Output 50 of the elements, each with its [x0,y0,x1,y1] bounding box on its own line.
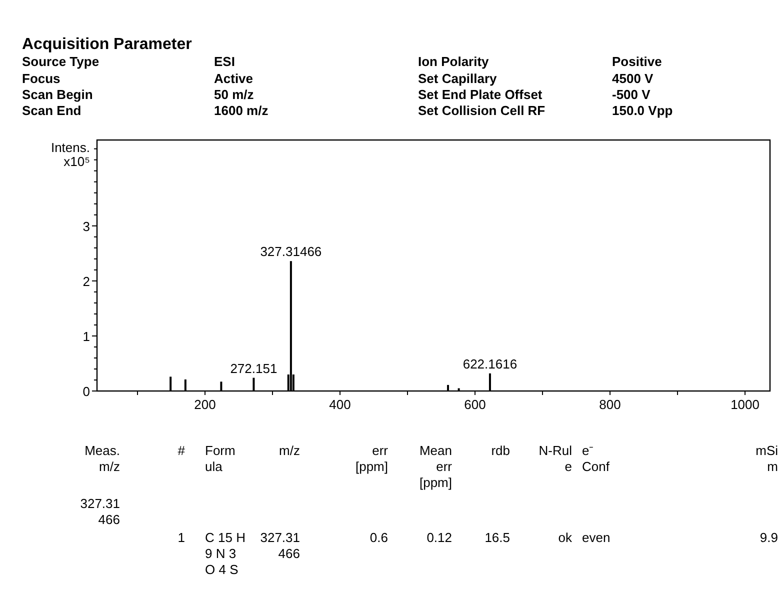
text: m/z [279,443,300,458]
y-tick-label: 0 [82,384,90,399]
text: even [582,530,610,545]
text: Meas. m/z [84,443,120,474]
text: Scan Begin [22,87,93,102]
text: C 15 H 9 N 3 O 4 S [205,530,246,577]
text: mSi m [756,443,778,474]
text: Mean err [ppm] [419,443,453,490]
text: Set End Plate Offset [418,87,543,102]
x-tick-label: 800 [599,397,621,412]
y-tick-label: 1 [82,328,90,344]
text: 0.12 [426,530,452,545]
text: Set Collision Cell RF [418,103,546,118]
x-tick-label: 400 [329,397,351,412]
text: 0.6 [370,530,388,545]
text: 1600 m/z [214,103,269,118]
annotation: 327.31466 [260,244,322,260]
text: 9.9 [760,530,778,545]
text: Positive [612,54,662,69]
text: 1 [178,530,185,545]
text: rdb [491,443,510,458]
x-tick-label: 600 [464,397,486,412]
text: e⁻ Conf [582,443,610,474]
text: Focus [22,71,60,86]
text: 327.31 466 [260,530,300,561]
text: ok [558,530,572,545]
text: # [178,443,186,458]
text: -500 V [612,87,651,102]
y-axis-title: Intens. x10⁵ [50,140,90,169]
text: 16.5 [484,530,510,545]
text: ESI [214,54,235,69]
text: Form ula [205,443,236,474]
x-tick-label: 200 [194,397,216,412]
y-tick-label: 2 [82,274,90,289]
annotation: 272.151 [230,360,278,376]
text: 50 m/z [214,87,254,102]
text: 4500 V [612,71,654,86]
text: Set Capillary [418,71,498,86]
text: 150.0 Vpp [612,103,673,118]
text: err [ppm] [355,443,389,474]
chart-title: Acquisition Parameter [22,36,192,53]
source-note: Source Type [22,54,100,69]
text: Ion Polarity [418,54,490,69]
y-tick-label: 3 [82,218,90,234]
text: 327.31 466 [80,496,120,527]
x-tick-label: 1000 [730,397,760,412]
annotation: 622.1616 [462,356,518,372]
text: Scan End [22,103,82,118]
text: N-Rul e [538,443,572,474]
text: Active [214,71,254,86]
